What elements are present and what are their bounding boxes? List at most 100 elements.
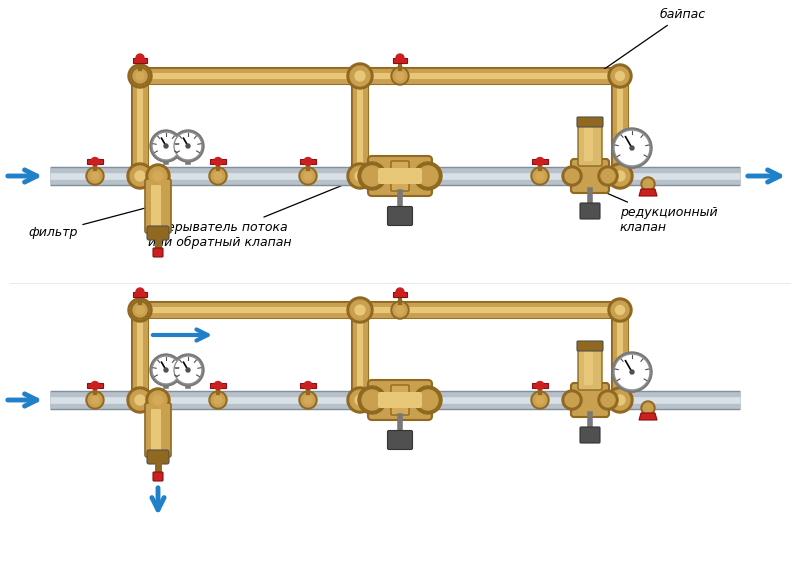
Circle shape — [641, 401, 655, 415]
Circle shape — [172, 130, 204, 162]
Circle shape — [414, 162, 442, 190]
Circle shape — [127, 163, 153, 189]
Circle shape — [152, 132, 180, 160]
Circle shape — [355, 305, 365, 315]
Circle shape — [350, 390, 370, 410]
Circle shape — [153, 171, 163, 181]
FancyBboxPatch shape — [578, 122, 602, 166]
FancyBboxPatch shape — [387, 207, 413, 225]
Circle shape — [608, 298, 632, 322]
Circle shape — [396, 54, 404, 62]
Circle shape — [135, 306, 145, 315]
Circle shape — [598, 390, 618, 410]
Circle shape — [146, 164, 170, 188]
Circle shape — [86, 391, 104, 409]
Circle shape — [214, 172, 222, 180]
Circle shape — [211, 169, 225, 183]
Circle shape — [611, 301, 629, 319]
Circle shape — [607, 387, 633, 413]
Circle shape — [355, 171, 365, 181]
Circle shape — [127, 387, 153, 413]
Circle shape — [164, 144, 168, 148]
Polygon shape — [393, 58, 407, 63]
FancyBboxPatch shape — [368, 156, 432, 196]
Circle shape — [630, 146, 634, 150]
Circle shape — [136, 306, 144, 314]
FancyBboxPatch shape — [145, 179, 171, 233]
Circle shape — [350, 166, 370, 186]
Circle shape — [186, 144, 190, 148]
Circle shape — [607, 163, 633, 189]
Circle shape — [358, 386, 386, 414]
Circle shape — [88, 393, 102, 407]
Polygon shape — [393, 292, 407, 297]
Circle shape — [641, 177, 655, 191]
Polygon shape — [87, 383, 103, 388]
Circle shape — [562, 390, 582, 410]
Polygon shape — [639, 413, 657, 420]
Circle shape — [643, 403, 653, 413]
Circle shape — [565, 169, 579, 183]
Circle shape — [536, 396, 544, 404]
Circle shape — [355, 71, 365, 81]
Circle shape — [135, 171, 145, 181]
FancyBboxPatch shape — [378, 392, 422, 408]
Polygon shape — [133, 58, 147, 63]
Circle shape — [615, 306, 625, 315]
Circle shape — [610, 166, 630, 186]
Circle shape — [362, 166, 382, 186]
Circle shape — [304, 381, 312, 389]
Circle shape — [149, 167, 167, 185]
Circle shape — [130, 166, 150, 186]
Circle shape — [149, 391, 167, 409]
Circle shape — [601, 169, 615, 183]
Circle shape — [610, 390, 630, 410]
Circle shape — [391, 301, 409, 319]
Circle shape — [418, 166, 438, 186]
Circle shape — [614, 130, 650, 166]
Circle shape — [393, 303, 407, 317]
Circle shape — [214, 157, 222, 165]
Circle shape — [533, 169, 547, 183]
Circle shape — [396, 306, 404, 314]
Circle shape — [536, 381, 544, 389]
FancyBboxPatch shape — [577, 117, 603, 127]
Polygon shape — [639, 189, 657, 196]
Circle shape — [347, 63, 373, 89]
FancyBboxPatch shape — [571, 383, 609, 417]
Circle shape — [533, 393, 547, 407]
Text: прерыватель потока
или обратный клапан: прерыватель потока или обратный клапан — [148, 167, 387, 249]
Circle shape — [393, 69, 407, 83]
Text: редукционный
клапан: редукционный клапан — [598, 189, 718, 234]
FancyBboxPatch shape — [584, 127, 593, 161]
Circle shape — [355, 395, 365, 405]
Circle shape — [301, 393, 315, 407]
Circle shape — [612, 352, 652, 392]
Circle shape — [133, 303, 147, 317]
Circle shape — [350, 300, 370, 320]
FancyBboxPatch shape — [147, 450, 169, 464]
Circle shape — [630, 370, 634, 374]
Circle shape — [414, 386, 442, 414]
Circle shape — [347, 297, 373, 323]
Circle shape — [358, 162, 386, 190]
Circle shape — [562, 166, 582, 186]
Circle shape — [128, 64, 152, 88]
Circle shape — [135, 395, 145, 405]
Circle shape — [615, 71, 625, 80]
Circle shape — [174, 132, 202, 160]
Circle shape — [91, 172, 99, 180]
Circle shape — [164, 368, 168, 372]
FancyBboxPatch shape — [584, 351, 593, 385]
Circle shape — [608, 64, 632, 88]
Polygon shape — [532, 383, 548, 388]
Circle shape — [565, 393, 579, 407]
Polygon shape — [300, 159, 316, 164]
Circle shape — [643, 179, 653, 189]
FancyBboxPatch shape — [578, 346, 602, 390]
Circle shape — [531, 391, 549, 409]
FancyBboxPatch shape — [153, 248, 163, 257]
Circle shape — [299, 391, 317, 409]
Circle shape — [150, 130, 182, 162]
Polygon shape — [87, 159, 103, 164]
